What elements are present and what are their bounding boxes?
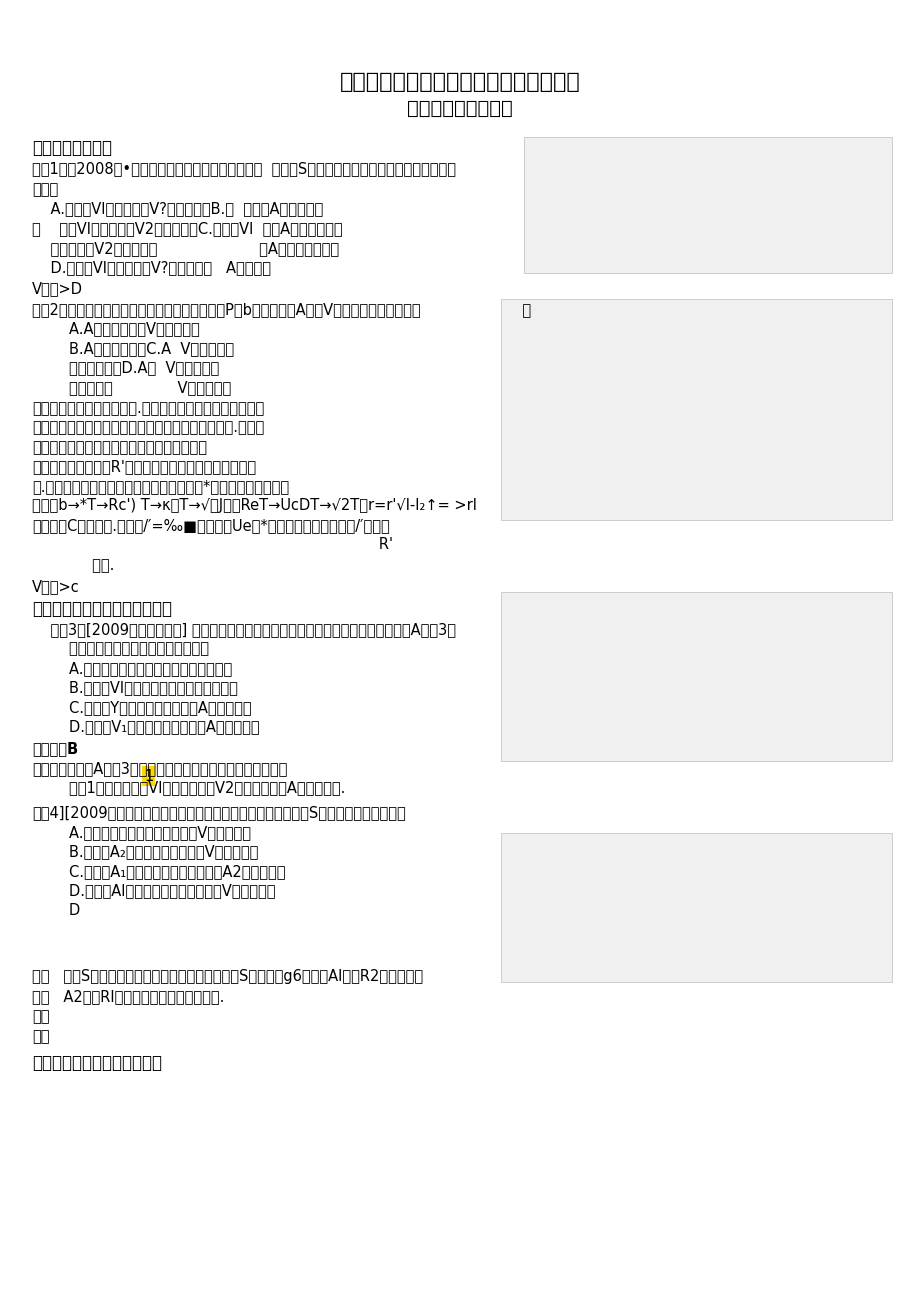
Text: A.电压表义的示数不变，小灯泡亮度不变: A.电压表义的示数不变，小灯泡亮度不变 bbox=[32, 661, 233, 677]
Text: 析】: 析】 bbox=[32, 1029, 50, 1045]
Text: 所以选项C是正确的.假设用/′=‰■来讨论，Ue和*都在增大，将无法确定/′的变化: 所以选项C是正确的.假设用/′=‰■来讨论，Ue和*都在增大，将无法确定/′的变… bbox=[32, 518, 390, 533]
Text: 程中（: 程中（ bbox=[32, 182, 59, 198]
Text: A.A表示数变小，V表示数不变: A.A表示数变小，V表示数不变 bbox=[32, 321, 199, 337]
FancyBboxPatch shape bbox=[501, 299, 891, 520]
Text: 电路动态分析根底: 电路动态分析根底 bbox=[32, 139, 112, 157]
Text: 由实物图变成电路再研究的问题: 由实物图变成电路再研究的问题 bbox=[32, 600, 172, 618]
Text: 此题属于也路的定性分析题.在也路中，滑动变阻器的滑的移: 此题属于也路的定性分析题.在也路中，滑动变阻器的滑的移 bbox=[32, 401, 264, 416]
Text: 电路动态分析及电功率最值问题培优试题: 电路动态分析及电功率最值问题培优试题 bbox=[339, 72, 580, 91]
Text: 的测量对象，本电路R'与此并联再与凡串联，构成混联电: 的测量对象，本电路R'与此并联再与凡串联，构成混联电 bbox=[32, 459, 256, 475]
Text: ）    压表VI示数不变，V2示数变大，C.电压表VI  流表A示数变小电流: ） 压表VI示数不变，V2示数变大，C.电压表VI 流表A示数变小电流 bbox=[32, 221, 343, 237]
Text: 【答案】B: 【答案】B bbox=[32, 742, 78, 757]
Text: C.电流表A₁的示数保持不变，电流表A2的示数变大: C.电流表A₁的示数保持不变，电流表A2的示数变大 bbox=[32, 864, 286, 879]
Text: 示数不变，              V表示数变小: 示数不变， V表示数变小 bbox=[32, 380, 232, 396]
Text: D: D bbox=[32, 903, 80, 919]
Text: 示数不变，V2示数变小，                      表A示数变大电流表: 示数不变，V2示数变小， 表A示数变大电流表 bbox=[32, 241, 339, 256]
Text: A.电路中的总电阻变大，电压表V的示数增大: A.电路中的总电阻变大，电压表V的示数增大 bbox=[32, 825, 251, 840]
Text: 表示数变小，D.A表  V表示数变大: 表示数变小，D.A表 V表示数变大 bbox=[32, 360, 220, 376]
Text: 【例1】（2008年•烟台）如下图，电源电压不变，闭  合开关S后，滑动变阻器滑片自。向人移动的过: 【例1】（2008年•烟台）如下图，电源电压不变，闭 合开关S后，滑动变阻器滑片… bbox=[32, 161, 456, 177]
Text: D.电压表V₁的示数变大，电压表A的示数变大: D.电压表V₁的示数变大，电压表A的示数变大 bbox=[32, 719, 259, 735]
FancyBboxPatch shape bbox=[524, 137, 891, 273]
FancyBboxPatch shape bbox=[142, 766, 155, 786]
Text: 【例2】如下图，电源电压不变，滑动变阻器滑片P向b端滑动时，A表与V表的示数变化情况是（                      ）: 【例2】如下图，电源电压不变，滑动变阻器滑片P向b端滑动时，A表与V表的示数变化… bbox=[32, 302, 531, 317]
Text: D.电压表VI示数变小，V?示数变大，   A示数变小: D.电压表VI示数变小，V?示数变大， A示数变小 bbox=[32, 260, 271, 276]
Text: （成都龙文刘老师）: （成都龙文刘老师） bbox=[407, 99, 512, 118]
Text: V答案>c: V答案>c bbox=[32, 579, 80, 595]
Text: C.电压表Y的示数变小，电流表A的示数变小: C.电压表Y的示数变小，电流表A的示数变小 bbox=[32, 700, 252, 716]
Text: R': R' bbox=[32, 537, 392, 553]
Text: 情况.: 情况. bbox=[32, 558, 115, 574]
Text: 路.电压表测并联局部的电压，电流表测通过*的电流，推断如下：: 路.电压表测并联局部的电压，电流表测通过*的电流，推断如下： bbox=[32, 479, 289, 494]
Text: 案】   A2表测RI支路电流，电压表测总电压.: 案】 A2表测RI支路电流，电压表测总电压. bbox=[32, 989, 224, 1004]
Text: B.电压表VI的示数变小，小灯泡亮度变暗: B.电压表VI的示数变小，小灯泡亮度变暗 bbox=[32, 680, 238, 696]
Text: D.电流表AI的示数保持不变，电压表V的示数增大: D.电流表AI的示数保持不变，电压表V的示数增大 bbox=[32, 883, 276, 899]
Text: 月滑向b→*T→Rc') T→κ总T→√总J，又ReT→UcDT→√2T，r=r'√l-l₂↑= >rl: 月滑向b→*T→Rc') T→κ总T→√总J，又ReT→UcDT→√2T，r=r… bbox=[32, 498, 477, 514]
FancyBboxPatch shape bbox=[501, 592, 891, 761]
Text: 关于电压电流同时变化的问题: 关于电压电流同时变化的问题 bbox=[32, 1054, 162, 1072]
Text: V答案>D: V答案>D bbox=[32, 281, 83, 297]
Text: 解决此类问题，首先要确认电路的连接情况及: 解决此类问题，首先要确认电路的连接情况及 bbox=[32, 440, 207, 455]
Text: 器和1串联，电压表VI的示数增大，V2的示数减小，A的示数较小.: 器和1串联，电压表VI的示数增大，V2的示数减小，A的示数较小. bbox=[32, 781, 346, 796]
Text: B.电流表A₂的示数不变，电压表V的示数减小: B.电流表A₂的示数不变，电压表V的示数减小 bbox=[32, 844, 258, 860]
Text: 【解析】滑片从A滑向3端的过程中，接入电路的电阻变大，变阻: 【解析】滑片从A滑向3端的过程中，接入电路的电阻变大，变阻 bbox=[32, 761, 288, 777]
Text: 【解: 【解 bbox=[32, 1010, 50, 1025]
Text: 【例4][2009东城一模）如下图电路，电源电压保持不变，当开关S由断开变为闭合时（）: 【例4][2009东城一模）如下图电路，电源电压保持不变，当开关S由断开变为闭合… bbox=[32, 805, 405, 821]
Text: 【答   开关S断开时，电路中只有与连入电路，开关S闭合后，g6并联，AI表测R2支路电流，: 【答 开关S断开时，电路中只有与连入电路，开关S闭合后，g6并联，AI表测R2支… bbox=[32, 969, 423, 985]
FancyBboxPatch shape bbox=[501, 833, 891, 982]
Text: 动和开关的断开、闭合都会引起电路中总电阻的变化.要正确: 动和开关的断开、闭合都会引起电路中总电阻的变化.要正确 bbox=[32, 420, 264, 436]
Text: A.电压表VI示数变大，V?示数变大，B.电  电流表A示数变大电: A.电压表VI示数变大，V?示数变大，B.电 电流表A示数变大电 bbox=[32, 202, 323, 217]
Text: 过程中，以下说法正确的选项是（）: 过程中，以下说法正确的选项是（） bbox=[32, 641, 209, 657]
Text: 1: 1 bbox=[143, 769, 153, 783]
Text: 【例3】[2009年石景山二模] 如下图的电路中，电源电压不变，当滑动变阻器的滑片从A滑向3的: 【例3】[2009年石景山二模] 如下图的电路中，电源电压不变，当滑动变阻器的滑… bbox=[32, 622, 456, 637]
Text: B.A表示数变大，C.A  V表示数变大: B.A表示数变大，C.A V表示数变大 bbox=[32, 341, 234, 356]
